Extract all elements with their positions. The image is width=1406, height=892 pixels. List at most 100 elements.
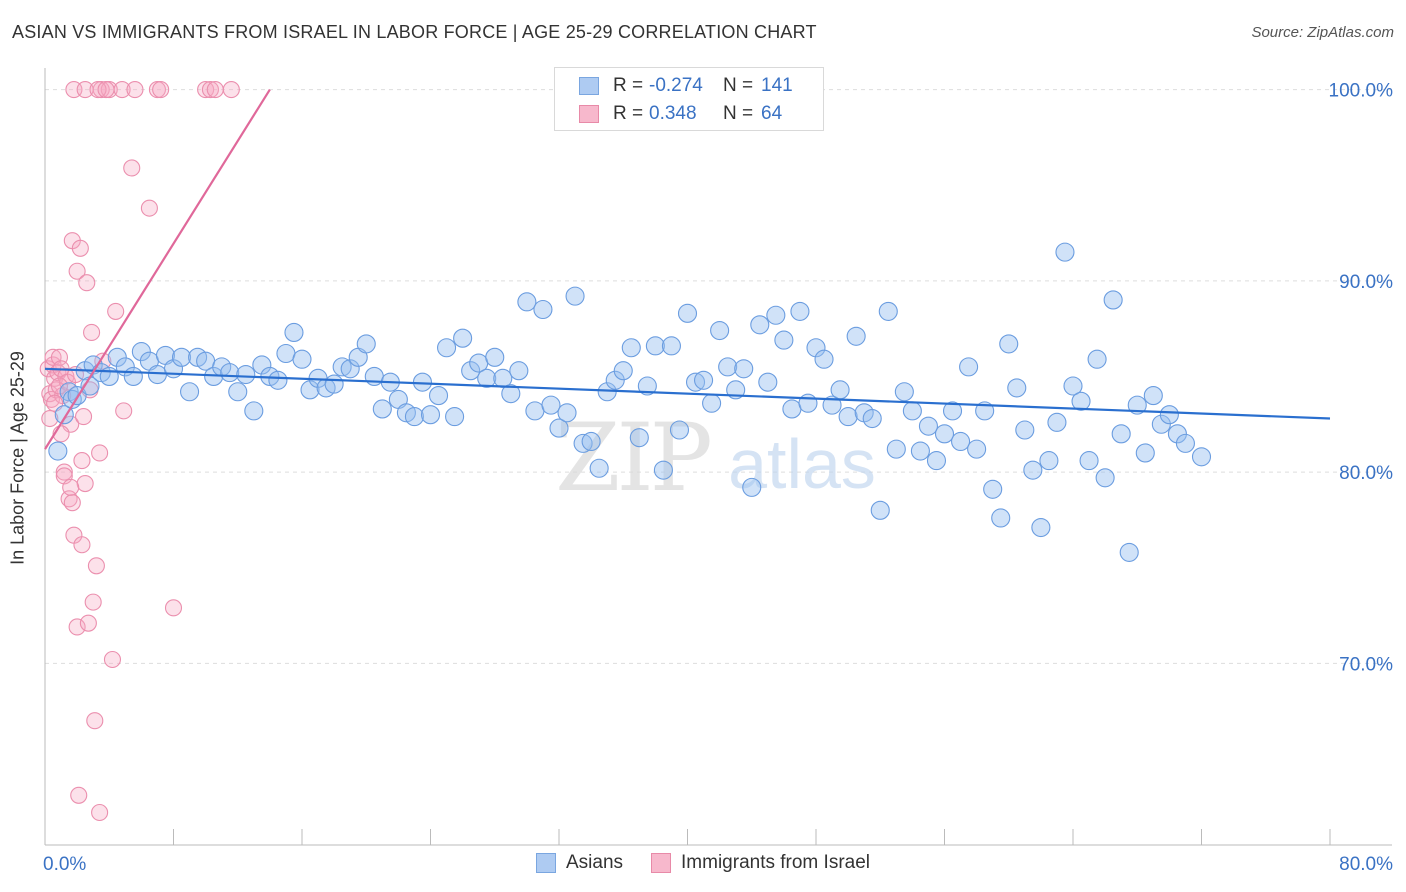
asian-point: [268, 370, 288, 390]
axes: [44, 68, 1392, 846]
asian-point: [244, 401, 264, 421]
legend-item-asians[interactable]: Asians: [535, 852, 624, 874]
legend-swatch-asians: [579, 77, 599, 95]
asian-point: [1023, 460, 1043, 480]
israel-point: [50, 377, 69, 395]
watermark-zip: ZIP: [555, 404, 709, 513]
israel-point: [115, 402, 133, 420]
r-value: -0.274: [649, 75, 703, 96]
asian-point: [653, 460, 673, 480]
n-label: N =: [723, 75, 754, 96]
asian-point: [870, 500, 890, 520]
israel-point: [79, 614, 97, 632]
legend-label-asians: Asians: [565, 852, 624, 873]
asian-point: [453, 328, 473, 348]
asian-point: [822, 395, 842, 415]
asian-point: [1103, 290, 1123, 310]
x-tick-label: 0.0%: [43, 854, 86, 875]
israel-point: [86, 712, 104, 730]
asian-trend-line: [44, 367, 1331, 420]
asian-point: [694, 370, 714, 390]
y-tick-label: 80.0%: [1339, 463, 1393, 484]
asian-point: [1063, 376, 1083, 396]
y-tick-label: 70.0%: [1339, 654, 1393, 675]
israel-points: [39, 81, 240, 822]
asian-point: [284, 322, 304, 343]
asian-point: [621, 338, 641, 358]
asian-point: [766, 305, 786, 325]
asian-point: [613, 361, 633, 381]
asian-point: [1175, 433, 1195, 453]
israel-point: [222, 81, 240, 99]
asian-point: [445, 407, 465, 427]
israel-point: [97, 81, 115, 99]
israel-point: [152, 81, 170, 99]
asian-point: [1087, 349, 1107, 369]
correlation-legend: R = -0.274 N = 141 R = 0.348 N = 64: [554, 67, 824, 131]
legend-row-asians: R = -0.274 N = 141: [555, 73, 793, 99]
israel-point: [41, 409, 59, 428]
asian-point: [1191, 447, 1212, 467]
asian-point: [878, 301, 898, 321]
israel-point: [123, 159, 141, 177]
israel-point: [84, 593, 102, 611]
asian-point: [589, 458, 609, 478]
israel-point: [75, 408, 93, 426]
asian-point: [356, 334, 376, 354]
asian-point: [991, 508, 1011, 528]
israel-point: [55, 463, 73, 481]
asian-point: [1071, 391, 1091, 411]
asian-point: [1055, 242, 1075, 262]
asian-point: [147, 364, 167, 385]
asian-point: [910, 441, 930, 461]
asian-point: [742, 477, 762, 497]
asian-point: [846, 326, 866, 346]
asian-point: [180, 382, 200, 402]
n-value: 141: [761, 75, 793, 96]
asian-point: [758, 372, 778, 392]
asian-point: [372, 399, 392, 419]
asian-point: [1007, 378, 1027, 398]
asian-point: [718, 357, 738, 377]
asian-point: [918, 416, 938, 436]
legend-swatch-israel: [651, 853, 672, 873]
israel-point: [197, 81, 215, 99]
legend-label-israel: Immigrants from Israel: [681, 852, 870, 873]
asian-point: [533, 299, 553, 320]
asian-point: [862, 408, 882, 429]
asian-point: [774, 330, 794, 350]
asian-point: [750, 315, 770, 335]
trend-lines: [44, 88, 1331, 450]
asian-point: [171, 347, 192, 367]
israel-point: [91, 444, 109, 462]
r-label: R =: [613, 75, 644, 96]
asian-points: [48, 242, 1212, 562]
chart-title: ASIAN VS IMMIGRANTS FROM ISRAEL IN LABOR…: [12, 22, 817, 42]
asian-point: [798, 393, 818, 413]
asian-point: [557, 403, 577, 423]
israel-point: [140, 199, 158, 217]
asian-point: [814, 349, 834, 369]
asian-point: [1031, 517, 1051, 538]
asian-point: [685, 372, 706, 392]
asian-point: [276, 343, 296, 364]
israel-point: [201, 81, 219, 99]
asian-point: [420, 405, 441, 425]
asian-point: [1095, 468, 1115, 488]
y-tick-label: 100.0%: [1329, 81, 1394, 102]
asian-point: [517, 292, 537, 312]
asian-point: [637, 376, 657, 396]
legend-item-israel[interactable]: Immigrants from Israel: [651, 852, 870, 874]
israel-point: [83, 323, 101, 342]
israel-point: [164, 599, 183, 617]
asian-point: [107, 347, 127, 367]
asian-point: [509, 361, 529, 381]
asian-point: [324, 374, 344, 394]
asian-point: [228, 382, 248, 402]
asian-point: [1159, 405, 1179, 425]
asian-point: [967, 439, 987, 459]
r-label: R =: [613, 103, 644, 124]
n-value: 64: [761, 103, 783, 124]
asian-point: [292, 349, 312, 369]
